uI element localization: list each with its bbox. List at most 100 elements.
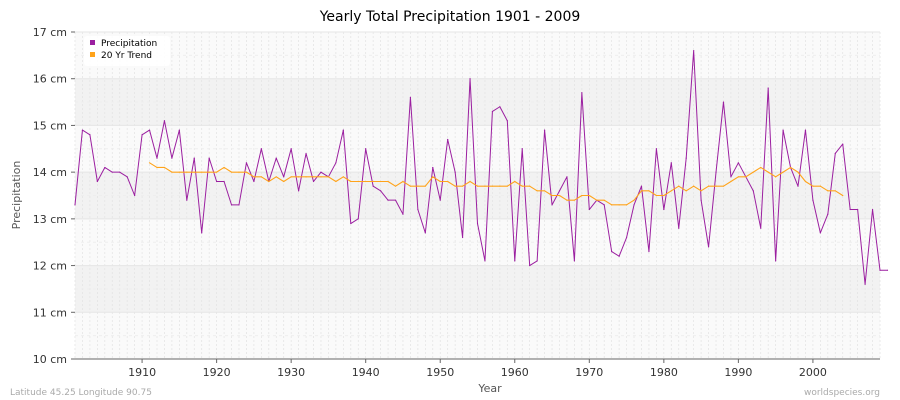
trend-point [529, 185, 531, 187]
trend-point [290, 176, 292, 178]
precipitation-point [543, 129, 546, 131]
precipitation-point [156, 157, 158, 159]
trend-point [543, 190, 546, 192]
precipitation-point [521, 148, 523, 150]
precipitation-point [618, 255, 620, 257]
trend-point [745, 176, 747, 178]
precipitation-point [842, 143, 844, 145]
precipitation-point [648, 250, 650, 253]
trend-point [186, 171, 188, 173]
trend-point [163, 166, 166, 169]
footer-site: worldspecies.org [804, 388, 880, 398]
precipitation-point [484, 260, 486, 262]
trend-point [558, 194, 561, 197]
precipitation-point [476, 222, 479, 225]
y-tick-label: 14 cm [33, 166, 67, 179]
trend-point [566, 199, 568, 201]
precipitation-point [141, 134, 143, 136]
trend-point [178, 171, 180, 173]
trend-point [611, 204, 613, 206]
trend-point [476, 185, 479, 187]
precipitation-point [812, 199, 814, 201]
y-axis-ticks: 10 cm 11 cm 12 cm 13 cm 14 cm 15 cm 16 cm 17 cm [33, 26, 75, 366]
trend-point [484, 185, 486, 187]
trend-point [775, 176, 777, 178]
trend-point [700, 190, 702, 192]
x-axis-title: Year [477, 382, 502, 395]
precipitation-point [230, 204, 233, 206]
legend-label-precipitation: Precipitation [101, 39, 157, 49]
trend-point [253, 176, 255, 178]
precipitation-point [864, 283, 866, 285]
precipitation-point [372, 185, 374, 187]
trend-point [782, 171, 784, 173]
trend-point [603, 199, 605, 201]
precipitation-point [283, 176, 285, 178]
vertical-gridlines [74, 32, 881, 359]
trend-point [737, 176, 739, 178]
precipitation-point [134, 194, 136, 197]
trend-point [394, 185, 397, 187]
trend-point [283, 180, 285, 183]
y-tick-label: 11 cm [33, 306, 67, 319]
trend-point [238, 171, 240, 173]
trend-point [216, 171, 218, 173]
precipitation-point [104, 166, 106, 169]
chart-title: Yearly Total Precipitation 1901 - 2009 [319, 9, 581, 25]
precipitation-point [253, 180, 255, 183]
trend-point [275, 176, 277, 178]
precipitation-point [312, 180, 315, 183]
x-tick-label: 1970 [575, 366, 603, 379]
precipitation-point [685, 157, 687, 159]
precipitation-point [402, 213, 404, 215]
x-axis-ticks: 1910 1920 1930 1940 1950 1960 1970 1980 1990 2000 [128, 359, 827, 379]
precipitation-point [178, 129, 180, 131]
trend-point [320, 176, 322, 178]
precipitation-point [357, 218, 359, 220]
trend-point [342, 176, 344, 178]
trend-point [208, 171, 210, 173]
y-tick-label: 16 cm [33, 73, 67, 86]
precipitation-point [633, 204, 635, 206]
legend-swatch-precipitation [90, 40, 95, 45]
precipitation-point [290, 148, 292, 150]
precipitation-point [834, 152, 836, 155]
horizontal-gridlines [75, 31, 880, 360]
trend-point [439, 180, 441, 183]
trend-point [693, 185, 695, 187]
trend-point [312, 176, 315, 178]
y-tick-label: 12 cm [33, 260, 67, 273]
trend-point [156, 166, 158, 169]
precipitation-point [365, 148, 367, 150]
trend-point [461, 185, 464, 187]
precipitation-point [238, 204, 240, 206]
footer-location: Latitude 45.25 Longitude 90.75 [10, 388, 152, 398]
trend-point [842, 194, 844, 197]
precipitation-point [514, 260, 516, 262]
precipitation-point [782, 129, 784, 131]
precipitation-point [551, 204, 553, 206]
precipitation-point [320, 171, 322, 173]
trend-point [670, 190, 672, 192]
precipitation-point [461, 236, 464, 239]
x-tick-label: 1920 [203, 366, 231, 379]
legend-label-trend: 20 Yr Trend [101, 51, 152, 61]
precipitation-point [760, 227, 762, 229]
precipitation-point [380, 190, 382, 192]
precipitation-point [804, 129, 807, 131]
series-layer [74, 50, 889, 285]
trend-point [469, 180, 471, 183]
trend-point [260, 176, 262, 178]
trend-point [402, 180, 404, 183]
trend-point [454, 185, 456, 187]
precipitation-point [886, 269, 889, 271]
trend-point [491, 185, 494, 187]
precipitation-point [558, 190, 561, 192]
y-tick-label: 17 cm [33, 26, 67, 39]
precipitation-point [394, 199, 397, 201]
precipitation-line [74, 50, 888, 285]
precipitation-point [506, 120, 508, 122]
trend-point [417, 185, 419, 187]
precipitation-point [275, 157, 277, 159]
